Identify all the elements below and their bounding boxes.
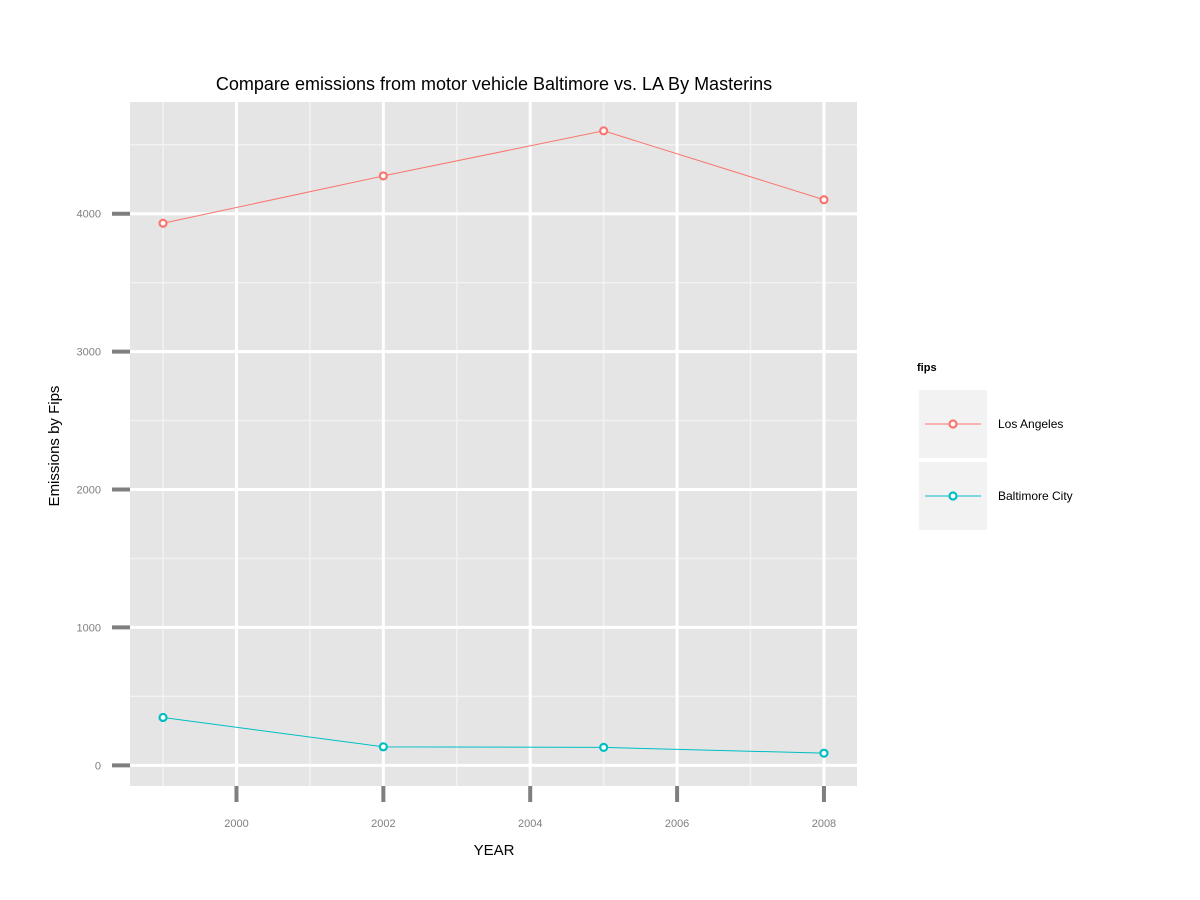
minor-gridlines xyxy=(130,102,857,786)
legend-point xyxy=(948,491,958,501)
series-layer xyxy=(158,126,829,758)
data-point xyxy=(378,742,388,752)
series-line xyxy=(162,130,825,224)
legend-title: fips xyxy=(917,362,937,374)
y-tick-label: 3000 xyxy=(77,347,101,359)
data-point xyxy=(819,195,829,205)
plot-panel xyxy=(130,102,857,786)
legend-point xyxy=(948,419,958,429)
major-gridlines xyxy=(130,102,857,786)
legend-label: Baltimore City xyxy=(998,489,1073,503)
y-tick-label: 2000 xyxy=(77,485,101,497)
x-tick-label: 2002 xyxy=(371,818,395,830)
y-axis-label: Emissions by Fips xyxy=(46,386,63,507)
data-point xyxy=(599,126,609,136)
y-tick-label: 1000 xyxy=(77,622,101,634)
data-point xyxy=(378,171,388,181)
axis-ticks: 2000 2002 2004 2006 2008 0 1000 2000 3000 4000 xyxy=(77,209,837,830)
data-point xyxy=(819,748,829,758)
x-tick-label: 2006 xyxy=(665,818,689,830)
y-tick-label: 0 xyxy=(95,760,101,772)
data-point xyxy=(599,742,609,752)
series-line xyxy=(162,716,824,754)
data-point xyxy=(158,712,168,723)
legend: fips Los Angeles Baltimore City xyxy=(917,362,1073,530)
x-tick-label: 2008 xyxy=(812,818,836,830)
legend-label: Los Angeles xyxy=(998,417,1063,431)
chart-title: Compare emissions from motor vehicle Bal… xyxy=(216,74,772,94)
x-tick-label: 2004 xyxy=(518,818,542,830)
x-tick-label: 2000 xyxy=(224,818,248,830)
data-point xyxy=(158,218,168,228)
y-tick-label: 4000 xyxy=(77,209,101,221)
x-axis-label: YEAR xyxy=(474,842,515,859)
